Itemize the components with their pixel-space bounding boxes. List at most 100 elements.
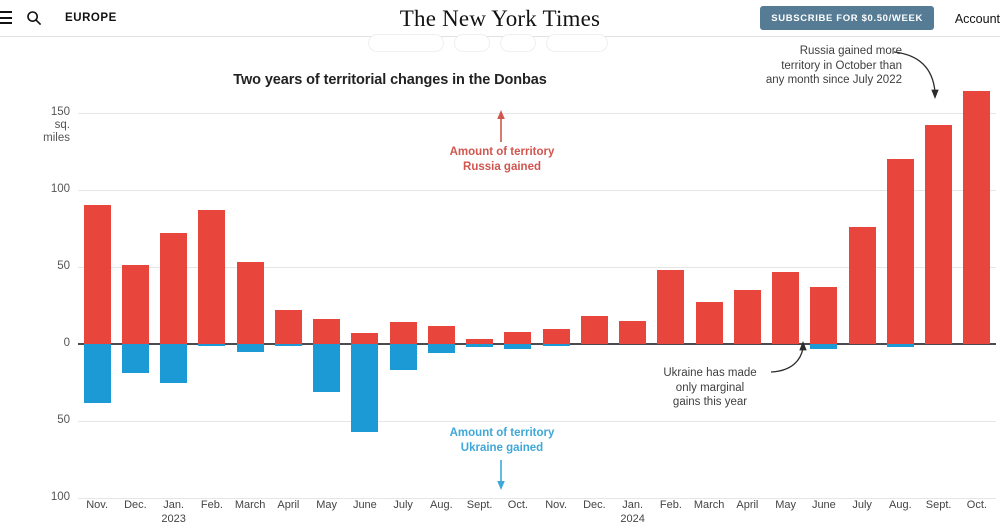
menu-icon[interactable]: [0, 11, 12, 24]
x-axis-tick-label: May: [775, 499, 797, 511]
x-axis-tick-label: Jan. 2024: [614, 498, 652, 526]
section-label[interactable]: EUROPE: [65, 12, 117, 24]
annotation-october-record: Russia gained more territory in October …: [742, 44, 902, 88]
annotation-october-line1: Russia gained more: [799, 45, 902, 57]
bar-russia-gain: [504, 331, 532, 344]
bar-ukraine-gain: [810, 344, 838, 349]
bar-russia-gain: [160, 233, 187, 344]
x-axis-tick-label: Nov.: [545, 499, 568, 511]
x-axis-tick-label: Jan. 2023: [155, 498, 193, 526]
y-axis-tick-label: 50: [57, 260, 70, 272]
chart-title: Two years of territorial changes in the …: [233, 72, 547, 88]
bar-russia-gain: [619, 320, 646, 344]
bar-russia-gain: [121, 265, 149, 344]
bar-russia-gain: [274, 310, 302, 344]
y-axis-tick-label: 100: [50, 183, 70, 195]
x-axis-tick-label: Oct.: [966, 499, 987, 511]
bar-ukraine-gain: [542, 344, 570, 346]
annotation-ukraine-marginal: Ukraine has made only marginal gains thi…: [645, 366, 775, 410]
y-axis-tick-label: 150: [50, 106, 70, 118]
gridline: [78, 498, 996, 499]
annotation-russia-line1: Amount of territory: [449, 146, 555, 158]
bar-ukraine-gain: [886, 344, 914, 348]
search-icon[interactable]: [26, 10, 42, 26]
annotation-russia-gained: Amount of territory Russia gained: [432, 145, 572, 174]
nyt-masthead-logo[interactable]: The New York Times: [399, 6, 601, 31]
annotation-russia-line2: Russia gained: [463, 160, 541, 173]
bar-russia-gain: [313, 319, 340, 344]
bar-russia-gain: [695, 302, 723, 344]
bar-russia-gain: [542, 328, 570, 344]
bar-ukraine-gain: [313, 344, 340, 392]
x-axis-tick-label: April: [736, 499, 759, 511]
x-axis-year-label: 2023: [161, 513, 186, 525]
y-axis-tick-label: 50: [57, 414, 70, 426]
x-axis-tick-label: May: [316, 499, 338, 511]
nav-chip[interactable]: [500, 34, 536, 52]
x-axis-tick-label: Dec.: [124, 499, 147, 511]
nav-chip[interactable]: [454, 34, 490, 52]
bar-russia-gain: [83, 205, 111, 344]
bar-russia-gain: [733, 290, 761, 344]
annotation-october-line2: territory in October than: [781, 59, 902, 72]
y-axis-tick-label: 100: [50, 491, 70, 503]
gridline: [78, 113, 996, 114]
annotation-ukraine-line2: Ukraine gained: [460, 441, 544, 454]
x-axis-tick-label: Nov.: [86, 499, 109, 511]
annotation-ukraine-gained: Amount of territory Ukraine gained: [432, 426, 572, 455]
x-axis-tick-label: Feb.: [659, 499, 682, 511]
bar-ukraine-gain: [83, 344, 111, 403]
bar-ukraine-gain: [466, 344, 493, 348]
y-axis-unit-label: miles: [43, 132, 70, 144]
bar-russia-gain: [236, 262, 264, 344]
y-axis-unit-label: sq.: [54, 119, 70, 131]
annotation-ukraine-line1: Amount of territory: [449, 427, 555, 439]
x-axis-tick-label: March: [693, 499, 725, 511]
bar-russia-gain: [963, 91, 991, 344]
bar-russia-gain: [427, 325, 455, 344]
bar-russia-gain: [810, 287, 838, 344]
bar-ukraine-gain: [504, 344, 532, 349]
bar-ukraine-gain: [427, 344, 455, 354]
bar-russia-gain: [925, 125, 952, 344]
bar-russia-gain: [466, 339, 493, 344]
x-axis-tick-label: June: [811, 499, 836, 511]
bar-russia-gain: [389, 322, 417, 344]
bar-ukraine-gain: [351, 344, 379, 432]
x-axis-tick-label: Dec.: [583, 499, 606, 511]
x-axis-tick-label: June: [352, 499, 377, 511]
bar-russia-gain: [198, 210, 226, 344]
gridline: [78, 267, 996, 268]
nav-chip[interactable]: [368, 34, 444, 52]
x-axis-tick-label: Oct.: [507, 499, 528, 511]
bar-ukraine-gain: [236, 344, 264, 352]
bar-ukraine-gain: [389, 344, 417, 371]
x-axis-tick-label: April: [277, 499, 300, 511]
bar-russia-gain: [772, 271, 799, 344]
x-axis-tick-label: Feb.: [200, 499, 223, 511]
bar-russia-gain: [848, 226, 876, 344]
bar-russia-gain: [886, 159, 914, 344]
x-axis-tick-label: March: [234, 499, 266, 511]
site-header: EUROPE The New York Times SUBSCRIBE FOR …: [0, 0, 1000, 37]
annotation-marginal-line3: gains this year: [672, 396, 748, 408]
bar-ukraine-gain: [160, 344, 187, 383]
x-axis-tick-label: July: [852, 499, 872, 511]
x-axis-tick-label: Aug.: [889, 499, 912, 511]
x-axis-tick-label: Aug.: [430, 499, 453, 511]
nav-chip[interactable]: [546, 34, 608, 52]
gridline: [78, 190, 996, 191]
subscribe-button[interactable]: SUBSCRIBE FOR $0.50/WEEK: [760, 6, 934, 30]
annotation-october-line3: any month since July 2022: [765, 74, 902, 86]
gridline: [78, 421, 996, 422]
bar-russia-gain: [580, 316, 608, 344]
zero-line: [78, 343, 996, 345]
x-axis-labels: Nov. Dec. Jan. 2023 Feb. March April May June Jul…: [0, 498, 1000, 531]
bar-ukraine-gain: [198, 344, 226, 346]
account-link[interactable]: Account: [954, 12, 1000, 26]
annotation-marginal-line2: only marginal: [675, 381, 745, 394]
y-axis-tick-label: 0: [63, 337, 70, 349]
nav-chip-row: [368, 34, 608, 52]
